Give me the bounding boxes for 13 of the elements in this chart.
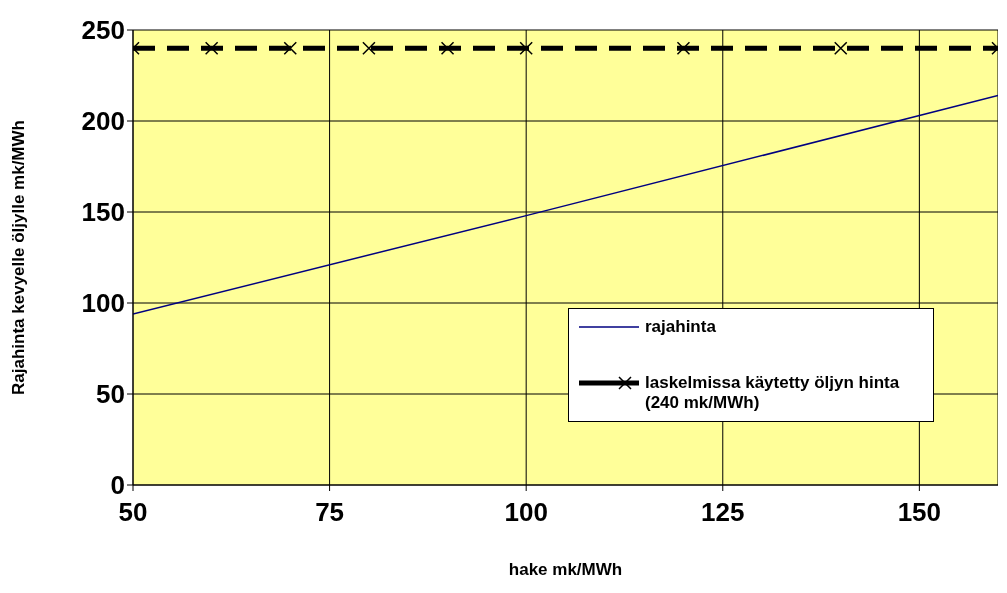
x-tick-label: 75 — [315, 497, 345, 528]
y-tick-label: 100 — [81, 288, 125, 319]
y-axis-title: Rajahinta kevyelle öljylle mk/MWh — [9, 120, 29, 395]
y-tick-label: 200 — [81, 106, 125, 137]
y-tick-label: 50 — [96, 379, 125, 410]
legend-label: laskelmissa käytetty öljyn hinta (240 mk/MWh) — [645, 373, 901, 413]
x-axis-title: hake mk/MWh — [508, 560, 623, 579]
x-tick-label: 150 — [897, 497, 942, 528]
x-tick-label: 100 — [504, 497, 548, 528]
x-tick-label: 125 — [701, 497, 745, 528]
y-tick-label: 250 — [81, 15, 125, 46]
legend-label: rajahinta — [645, 317, 716, 337]
y-tick-label: 150 — [81, 197, 125, 228]
